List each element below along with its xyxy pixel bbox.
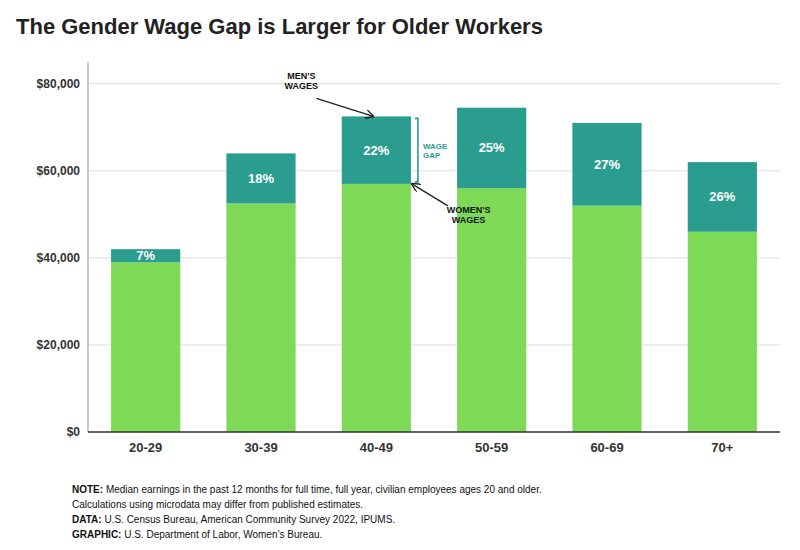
annotations: MEN'SWAGESWOMEN'SWAGESWAGEGAP [285,71,491,224]
share-label: 7% [136,248,155,263]
x-tick-label: 20-29 [129,440,162,455]
bar-segment [226,203,295,432]
annotation: WAGEGAP [423,142,448,160]
x-tick-label: 40-49 [360,440,393,455]
bar-segment [111,249,180,262]
bar-segment [342,116,411,183]
bar-segment [572,123,641,206]
bars [111,108,757,432]
grid-line [88,257,780,258]
title: The Gender Wage Gap is Larger for Older … [16,14,543,39]
y-axis-line [88,62,89,432]
note-rest: Median earnings in the past 12 months fo… [103,484,542,495]
gap-bracket [415,118,418,181]
x-tick-label: 70+ [711,440,733,455]
y-tick-label: $60,000 [37,164,81,178]
share-label: 18% [248,171,274,186]
note: GRAPHIC: U.S. Department of Labor, Women… [72,529,322,540]
note-keyword: DATA: [72,514,102,525]
x-tick-label: 50-59 [475,440,508,455]
share-label: 25% [479,140,505,155]
note: NOTE: Median earnings in the past 12 mon… [72,484,542,495]
annotation: MEN'SWAGES [285,71,319,91]
y-tick-label: $0 [67,425,81,439]
bar-segment [688,162,757,232]
share-label: 27% [594,157,620,172]
text-line: WAGES [452,215,486,225]
text-line: WAGE [423,142,448,151]
share-label: 22% [363,143,389,158]
note: DATA: U.S. Census Bureau, American Commu… [72,514,395,525]
x-tick-label: 30-39 [244,440,277,455]
bar-segment [688,232,757,432]
bar-segment [226,153,295,203]
note-rest: U.S. Census Bureau, American Community S… [102,514,395,525]
grid [88,84,780,432]
share-label: 26% [709,189,735,204]
chart-svg: The Gender Wage Gap is Larger for Older … [0,0,800,550]
grid-line [88,170,780,171]
y-tick-label: $40,000 [37,251,81,265]
text-line: WOMEN'S [447,205,491,215]
annotation-arrow [316,98,373,116]
x-axis-line [88,431,780,433]
grid-line [88,432,780,433]
grid-line [88,83,780,84]
y-tick-label: $20,000 [37,338,81,352]
note-keyword: NOTE: [72,484,103,495]
bar-segment [111,262,180,432]
x-tick-label: 60-69 [590,440,623,455]
y-tick-label: $80,000 [37,77,81,91]
annotation: WOMEN'SWAGES [447,205,491,225]
bar-segment [572,206,641,432]
grid-line [88,344,780,345]
text-line: MEN'S [287,71,315,81]
text-line: WAGES [285,81,319,91]
annotation-arrow [412,184,448,206]
note: Calculations using microdata may differ … [72,499,363,510]
text-line: GAP [423,151,441,160]
note-rest: U.S. Department of Labor, Women’s Bureau… [121,529,322,540]
bar-segment [342,184,411,432]
bar-segment [457,108,526,189]
note-keyword: GRAPHIC: [72,529,121,540]
chart-container: The Gender Wage Gap is Larger for Older … [0,0,800,550]
